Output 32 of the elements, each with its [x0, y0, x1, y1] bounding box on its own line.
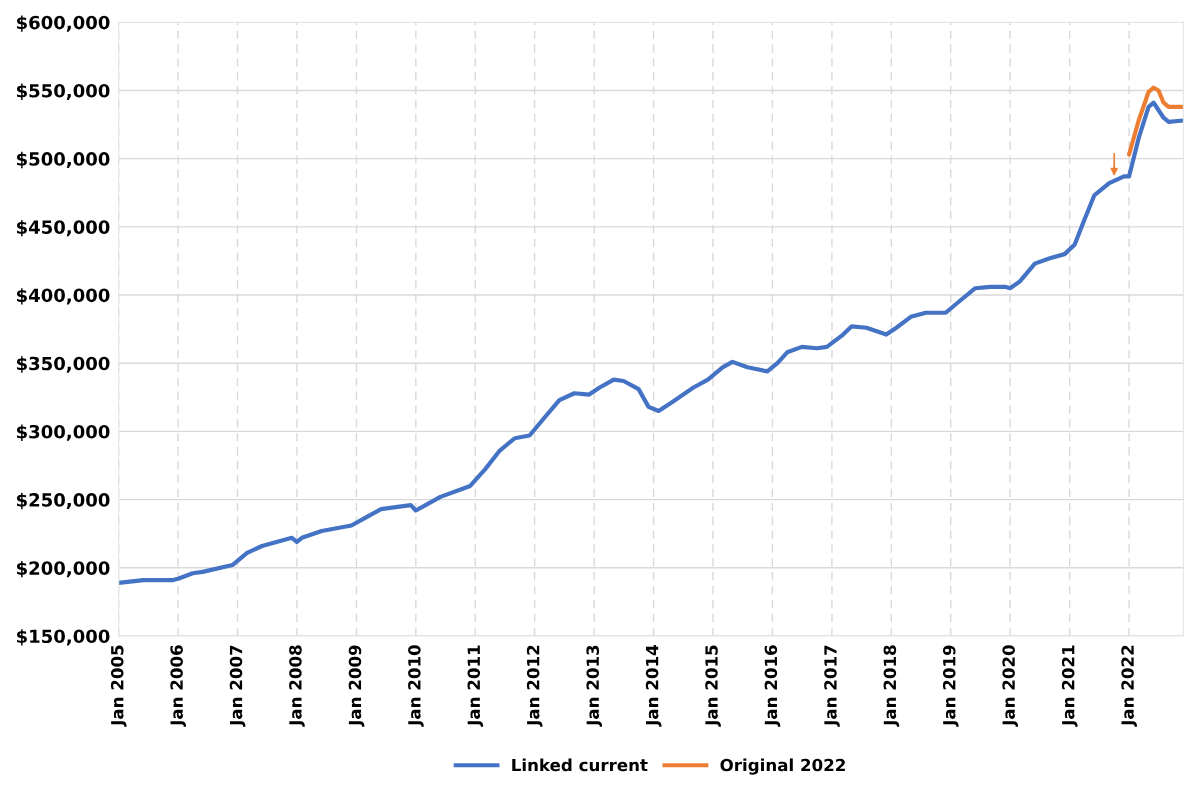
x-tick-label: Jan 2014	[645, 645, 662, 727]
x-tick-label: Jan 2015	[705, 645, 721, 727]
x-tick-label: Jan 2005	[110, 645, 127, 727]
y-tick-label: $400,000	[16, 288, 110, 305]
x-tick-label: Jan 2019	[942, 645, 959, 727]
x-tick-label: Jan 2010	[408, 645, 424, 727]
y-tick-label: $300,000	[16, 424, 110, 441]
x-tick-label: Jan 2020	[1002, 645, 1019, 727]
x-tick-label: Jan 2011	[467, 645, 484, 727]
y-tick-label: $350,000	[16, 356, 110, 373]
x-tick-label: Jan 2017	[824, 645, 840, 727]
x-tick-label: Jan 2022	[1121, 645, 1137, 727]
legend-label: Linked current	[512, 758, 648, 772]
x-tick-label: Jan 2008	[289, 645, 305, 727]
x-tick-label: Jan 2013	[586, 645, 603, 727]
line-series	[118, 100, 1184, 585]
y-tick-label: $500,000	[16, 151, 110, 169]
x-tick-label: Jan 2016	[764, 645, 781, 727]
line-series	[1126, 85, 1184, 157]
y-tick-label: $250,000	[16, 492, 110, 510]
x-tick-label: Jan 2018	[883, 645, 900, 727]
x-tick-label: Jan 2012	[526, 645, 543, 727]
x-tick-label: Jan 2006	[170, 645, 187, 727]
x-tick-label: Jan 2009	[348, 645, 365, 727]
legend-label: Original 2022	[720, 758, 845, 775]
y-tick-label: $450,000	[16, 219, 110, 237]
y-tick-label: $150,000	[16, 629, 110, 646]
y-tick-label: $200,000	[16, 560, 110, 578]
x-tick-label: Jan 2007	[229, 645, 246, 727]
y-tick-label: $600,000	[16, 15, 110, 32]
y-tick-label: $550,000	[16, 83, 110, 100]
x-tick-label: Jan 2021	[1061, 645, 1078, 727]
